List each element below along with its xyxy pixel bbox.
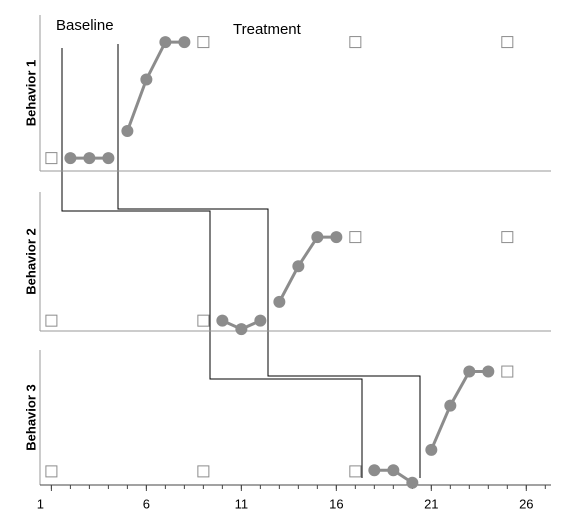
probe-marker <box>349 36 362 49</box>
data-point <box>368 464 381 477</box>
y-axis-label: Behavior 2 <box>23 228 38 294</box>
data-line <box>125 40 185 132</box>
phase-line <box>117 44 421 478</box>
annotation: Treatment <box>233 21 302 38</box>
probe-marker <box>197 314 210 327</box>
data-line <box>429 370 489 451</box>
x-tick-label: 16 <box>329 496 343 511</box>
data-point <box>482 365 495 378</box>
data-point <box>216 314 229 327</box>
annotation: Baseline <box>56 17 114 34</box>
data-line <box>278 235 337 303</box>
data-point <box>273 295 286 308</box>
data-point <box>330 231 343 244</box>
x-tick-label: 26 <box>519 496 533 511</box>
probe-marker <box>197 465 210 478</box>
data-point <box>311 231 324 244</box>
data-point <box>140 73 153 86</box>
data-point <box>178 36 191 49</box>
x-tick-label: 6 <box>143 496 150 511</box>
data-point <box>64 152 77 165</box>
probe-marker <box>501 231 514 244</box>
y-axis-label: Behavior 1 <box>23 60 38 126</box>
probe-marker <box>45 314 58 327</box>
data-point <box>102 152 115 165</box>
data-point <box>121 125 134 138</box>
data-point <box>235 323 248 336</box>
data-point <box>463 365 476 378</box>
x-tick-label: 1 <box>37 496 44 511</box>
probe-marker <box>45 465 58 478</box>
data-point <box>159 36 172 49</box>
probe-marker <box>501 36 514 49</box>
data-point <box>425 443 438 456</box>
data-point <box>254 314 267 327</box>
probe-marker <box>349 231 362 244</box>
probe-marker <box>197 36 210 49</box>
probe-marker <box>45 152 58 165</box>
data-point <box>83 152 96 165</box>
data-point <box>406 476 419 489</box>
y-axis-label: Behavior 3 <box>23 384 38 450</box>
x-tick-label: 11 <box>235 496 249 511</box>
data-point <box>444 399 457 412</box>
data-point <box>387 464 400 477</box>
probe-marker <box>349 465 362 478</box>
data-point <box>292 260 305 273</box>
probe-marker <box>501 365 514 378</box>
phase-line <box>61 48 363 478</box>
x-tick-label: 21 <box>424 496 438 511</box>
